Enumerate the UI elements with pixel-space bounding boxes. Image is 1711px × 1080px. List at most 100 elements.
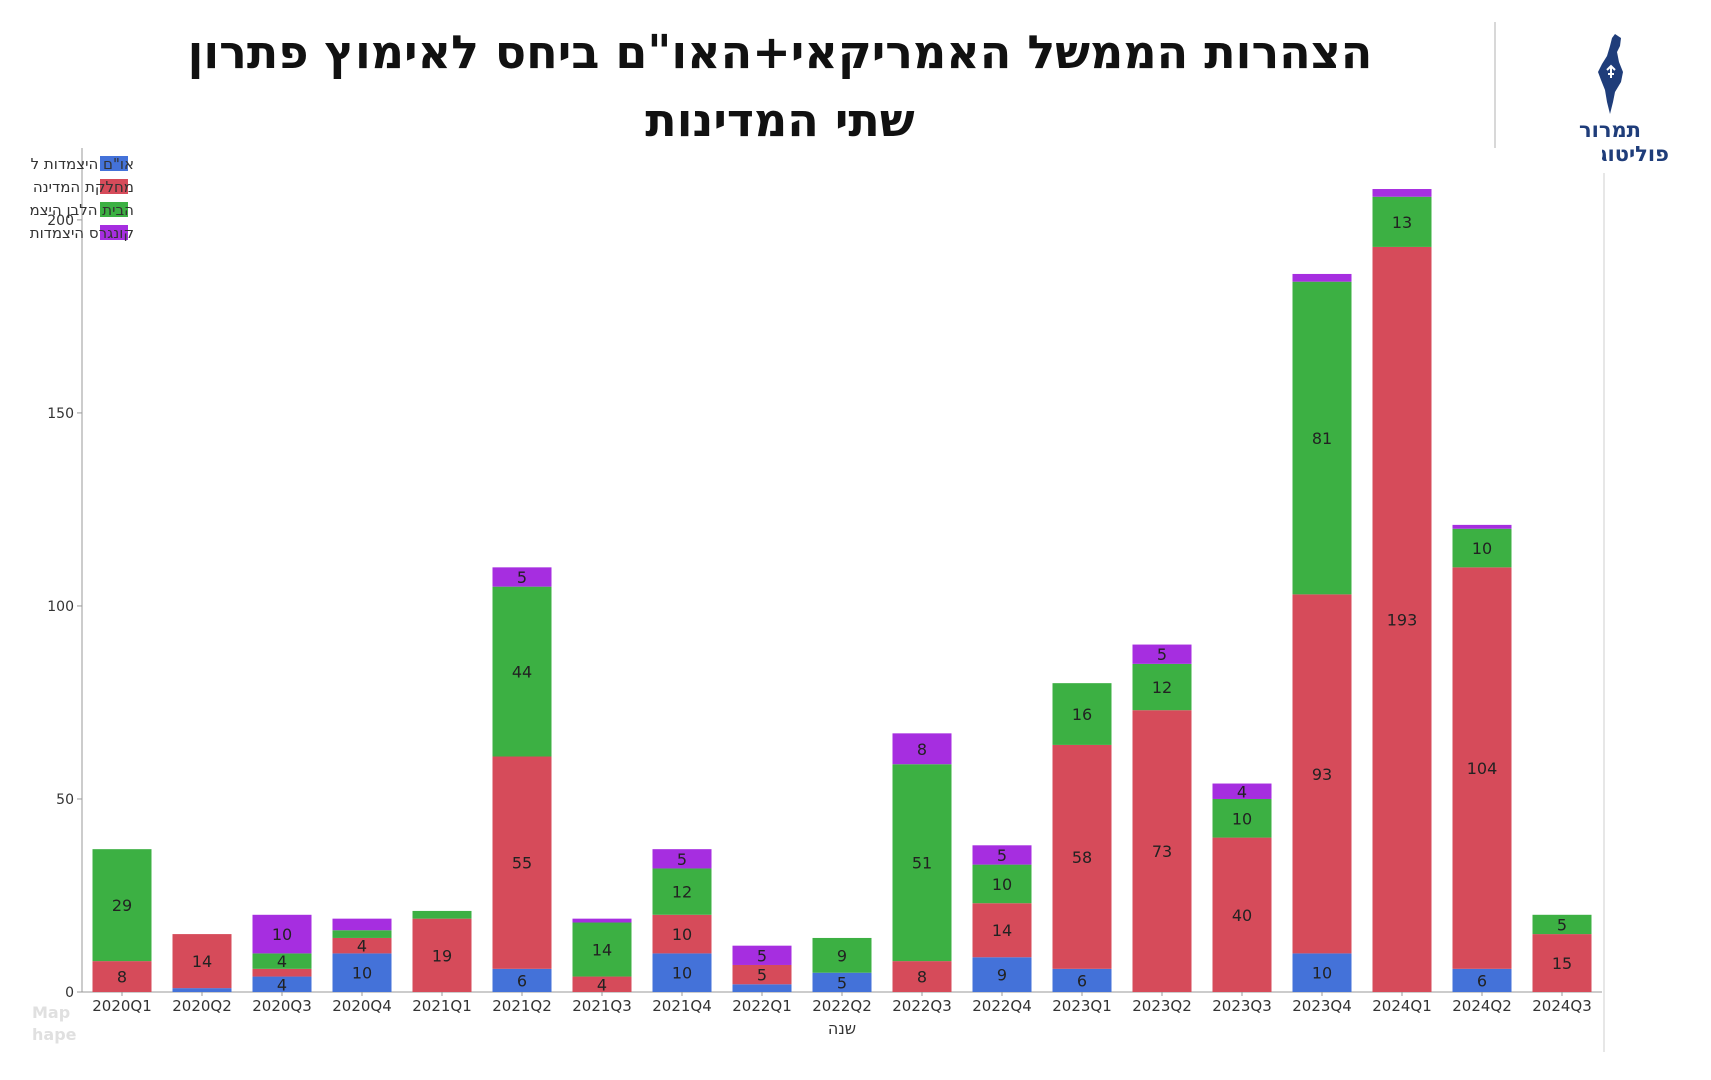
- bar-segment: [572, 918, 632, 923]
- watermark-text: Map: [32, 1003, 70, 1022]
- data-label: 44: [512, 663, 532, 682]
- x-tick-label: 2023Q2: [1132, 997, 1192, 1015]
- stacked-bar-chart: 0501001502008292020Q1142020Q244102020Q31…: [0, 148, 1605, 1052]
- data-label: 10: [352, 964, 372, 983]
- bar-segment: [1052, 683, 1112, 745]
- bar-segment: [652, 868, 712, 915]
- data-label: 4: [597, 975, 607, 994]
- legend-label: הבית הלבן היצמדות לפתרון שתי המדינות שכי…: [30, 201, 134, 219]
- bar-segment: [172, 934, 232, 989]
- title-line-2: שתי המדינות: [645, 93, 915, 147]
- bar-segment: [332, 918, 392, 931]
- data-label: 12: [1152, 678, 1172, 697]
- bar-segment: [492, 567, 552, 587]
- bar-segment: [492, 586, 552, 757]
- bar-segment: [652, 849, 712, 869]
- x-tick-label: 2020Q3: [252, 997, 312, 1015]
- legend-swatch: [100, 179, 128, 194]
- bar-segment: [1132, 663, 1192, 711]
- bar-segment: [412, 918, 472, 992]
- data-label: 14: [192, 952, 212, 971]
- x-tick-label: 2020Q2: [172, 997, 232, 1015]
- data-label: 10: [1472, 539, 1492, 558]
- bar-segment: [1052, 744, 1112, 969]
- bar-segment: [892, 961, 952, 992]
- data-label: 5: [1557, 915, 1567, 934]
- data-label: 4: [277, 952, 287, 971]
- data-label: 6: [1077, 971, 1087, 990]
- bar-segment: [1532, 914, 1592, 935]
- chart-title: הצהרות הממשל האמריקאי+האו"ם ביחס לאימוץ …: [80, 18, 1480, 154]
- legend-label: או"ם היצמדות לפתרון שתי המדינות שכיחות: [30, 155, 134, 173]
- bar-segment: [1292, 594, 1352, 954]
- bar-segment: [812, 937, 872, 973]
- x-tick-label: 2024Q3: [1532, 997, 1592, 1015]
- chart-area: 0 50 100 150 200 8 29 2020Q1 14 2020Q2 4 4 10 2020Q3 1…: [0, 148, 1630, 1053]
- bar-segment: [1372, 189, 1432, 197]
- data-label: 8: [917, 740, 927, 759]
- bar-segment: [732, 945, 792, 965]
- logo: תמרור פוליטוגרפיה: [1535, 32, 1685, 172]
- data-label: 9: [837, 946, 847, 965]
- data-label: 4: [357, 937, 367, 956]
- bar-segment: [1292, 953, 1352, 992]
- data-label: 6: [1477, 971, 1487, 990]
- data-label: 5: [517, 568, 527, 587]
- data-label: 6: [517, 971, 527, 990]
- legend-label: מחלקת המדינה היצמדות לפתרון שתי המדינות …: [30, 178, 134, 196]
- bar-segment: [972, 864, 1032, 904]
- x-axis-label: שנה: [828, 1019, 856, 1038]
- watermark-text: hape: [32, 1025, 77, 1044]
- y-tick-label: 0: [65, 985, 74, 1001]
- data-label: 5: [677, 850, 687, 869]
- bar-segment: [252, 953, 312, 969]
- legend-swatch: [100, 202, 128, 217]
- data-label: 16: [1072, 705, 1092, 724]
- data-label: 10: [1232, 809, 1252, 828]
- data-label: 51: [912, 854, 932, 873]
- bar-segment: [1132, 644, 1192, 664]
- x-tick-label: 2021Q3: [572, 997, 632, 1015]
- bar-segment: [1292, 281, 1352, 595]
- header-divider: [1494, 22, 1496, 185]
- bar-segment: [572, 922, 632, 977]
- bar-segment: [1372, 196, 1432, 247]
- legend-swatch: [100, 225, 128, 240]
- data-label: 5: [757, 946, 767, 965]
- y-tick-label: 100: [47, 599, 74, 615]
- data-label: 10: [992, 875, 1012, 894]
- bar-segment: [1532, 934, 1592, 992]
- bar-segment: [812, 972, 872, 992]
- bar-segment: [732, 984, 792, 992]
- bar-segment: [1452, 567, 1512, 969]
- bar-segment: [172, 988, 232, 992]
- y-tick-label: 200: [47, 213, 74, 229]
- data-label: 193: [1387, 610, 1418, 629]
- legend-swatch: [100, 156, 128, 171]
- logo-text-line1: תמרור: [1578, 118, 1642, 142]
- data-label: 10: [1312, 964, 1332, 983]
- x-tick-label: 2020Q1: [92, 997, 152, 1015]
- x-tick-label: 2020Q4: [332, 997, 392, 1015]
- bar-segment: [1052, 968, 1112, 992]
- bar-segment: [1212, 837, 1272, 992]
- data-label: 81: [1312, 429, 1332, 448]
- bar-segment: [332, 953, 392, 992]
- bar-segment: [1132, 710, 1192, 992]
- x-tick-label: 2024Q1: [1372, 997, 1432, 1015]
- data-label: 5: [1157, 645, 1167, 664]
- x-tick-label: 2024Q2: [1452, 997, 1512, 1015]
- bar-segment: [92, 961, 152, 992]
- x-tick-label: 2022Q4: [972, 997, 1032, 1015]
- data-label: 10: [672, 964, 692, 983]
- bar-segment: [1372, 246, 1432, 992]
- israel-map-icon: [1598, 34, 1623, 114]
- bar-segment: [1212, 783, 1272, 799]
- bar-segment: [1292, 273, 1352, 282]
- data-label: 4: [277, 975, 287, 994]
- bar-segment: [572, 976, 632, 992]
- data-label: 13: [1392, 213, 1412, 232]
- x-tick-label: 2023Q3: [1212, 997, 1272, 1015]
- data-label: 104: [1467, 759, 1498, 778]
- data-label: 29: [112, 896, 132, 915]
